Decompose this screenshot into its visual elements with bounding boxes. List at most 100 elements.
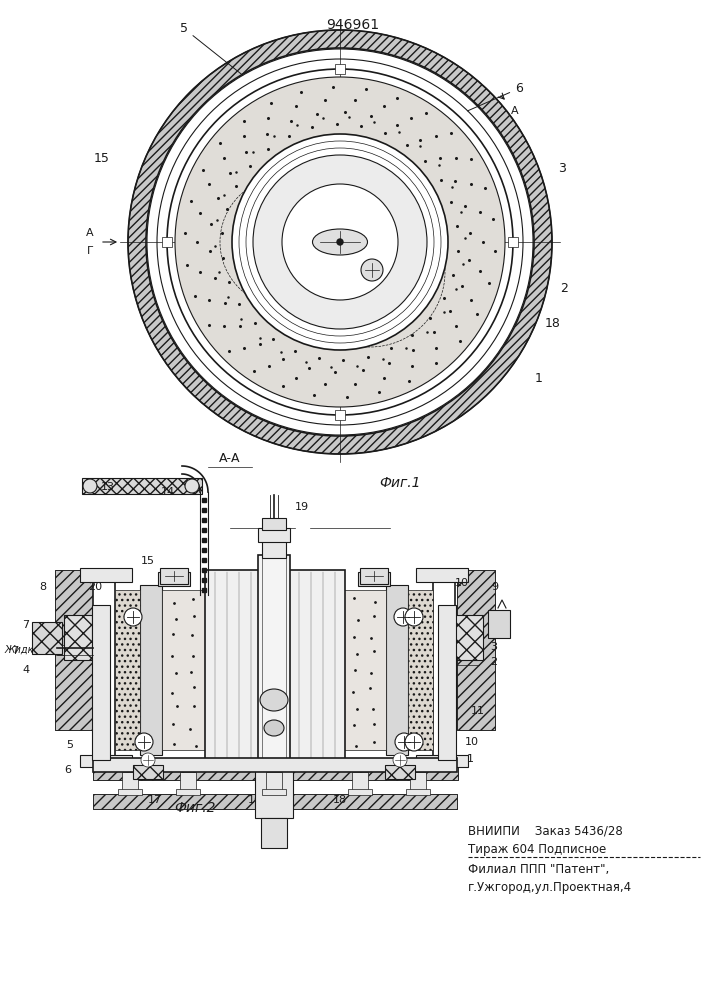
Bar (92, 605, 110, 760)
Bar (205, 570, 345, 765)
Bar (457, 570, 495, 730)
Circle shape (337, 239, 343, 245)
Circle shape (146, 48, 534, 436)
Text: ВНИИПИ    Заказ 5436/28: ВНИИПИ Заказ 5436/28 (468, 825, 623, 838)
Bar (433, 580, 455, 758)
Circle shape (167, 69, 513, 415)
Bar (133, 765, 163, 779)
Circle shape (393, 753, 407, 767)
Text: г.Ужгород,ул.Проектная,4: г.Ужгород,ул.Проектная,4 (468, 881, 632, 894)
Text: 7: 7 (23, 620, 30, 630)
Circle shape (405, 608, 423, 626)
Bar (82, 478, 202, 494)
Bar (348, 789, 372, 795)
Circle shape (124, 608, 142, 626)
Circle shape (361, 259, 383, 281)
Text: 10: 10 (455, 578, 469, 588)
Bar (358, 572, 390, 586)
Bar (93, 758, 458, 780)
Text: А: А (511, 106, 519, 116)
Text: 5: 5 (66, 740, 74, 750)
Bar (93, 758, 457, 772)
Text: 4: 4 (23, 665, 30, 675)
Bar (261, 818, 287, 848)
Bar (262, 789, 286, 795)
Text: 10: 10 (465, 737, 479, 747)
Text: 3: 3 (491, 642, 498, 652)
Text: 15: 15 (94, 152, 110, 165)
Bar (115, 590, 140, 750)
Circle shape (232, 134, 448, 350)
Text: 12: 12 (487, 627, 501, 637)
Circle shape (395, 733, 413, 751)
Bar (55, 570, 93, 730)
Text: 11: 11 (471, 706, 485, 716)
Bar (80, 568, 132, 582)
Ellipse shape (260, 689, 288, 711)
Bar (335, 64, 345, 74)
Bar (258, 528, 290, 542)
Bar (118, 789, 142, 795)
Text: Тираж 604 Подписное: Тираж 604 Подписное (468, 843, 606, 856)
Text: 2: 2 (491, 657, 498, 667)
Bar (93, 794, 457, 809)
Bar (258, 555, 290, 770)
Text: 5: 5 (180, 22, 243, 75)
Text: 9: 9 (491, 582, 498, 592)
Circle shape (141, 753, 155, 767)
Bar (416, 568, 468, 582)
Bar (122, 772, 138, 790)
Bar (385, 765, 415, 779)
Bar (416, 755, 468, 767)
Text: 3: 3 (558, 162, 566, 175)
Text: 6: 6 (64, 765, 71, 775)
Text: 2: 2 (560, 282, 568, 295)
Bar (93, 758, 458, 780)
Bar (158, 572, 190, 586)
Circle shape (394, 608, 412, 626)
Text: 18: 18 (333, 795, 347, 805)
Circle shape (185, 479, 199, 493)
Text: Фиг.2: Фиг.2 (174, 801, 216, 815)
Text: 7: 7 (12, 646, 18, 656)
Text: 1: 1 (467, 754, 474, 764)
Bar (508, 237, 518, 247)
Bar (455, 615, 483, 660)
Bar (255, 768, 293, 818)
Circle shape (135, 733, 153, 751)
Text: 20: 20 (88, 582, 102, 592)
Bar (457, 570, 495, 730)
Ellipse shape (312, 229, 368, 255)
Text: 17: 17 (148, 795, 162, 805)
Bar (64, 615, 92, 660)
Bar (160, 568, 188, 584)
Bar (180, 772, 196, 790)
Bar (262, 518, 286, 530)
Text: 1: 1 (535, 372, 543, 385)
Bar (162, 237, 172, 247)
Circle shape (282, 184, 398, 300)
Bar (262, 540, 286, 558)
Text: 14: 14 (161, 487, 175, 497)
Bar (266, 772, 282, 790)
Ellipse shape (264, 720, 284, 736)
Text: 946961: 946961 (327, 18, 380, 32)
Text: 6: 6 (467, 82, 523, 111)
Text: Филиал ППП "Патент",: Филиал ППП "Патент", (468, 863, 609, 876)
Text: 13: 13 (101, 482, 115, 492)
Bar (438, 605, 456, 760)
Text: А: А (86, 228, 94, 238)
Bar (410, 772, 426, 790)
Text: А-А: А-А (219, 452, 241, 465)
Text: 15: 15 (141, 556, 155, 566)
Bar (408, 590, 433, 750)
Bar (488, 610, 510, 638)
Bar (162, 590, 386, 750)
Bar (386, 585, 408, 755)
Bar (360, 568, 388, 584)
Text: Фиг.1: Фиг.1 (379, 476, 421, 490)
Text: 16: 16 (248, 795, 262, 805)
Bar (80, 755, 132, 767)
Bar (55, 570, 93, 730)
Bar (176, 789, 200, 795)
